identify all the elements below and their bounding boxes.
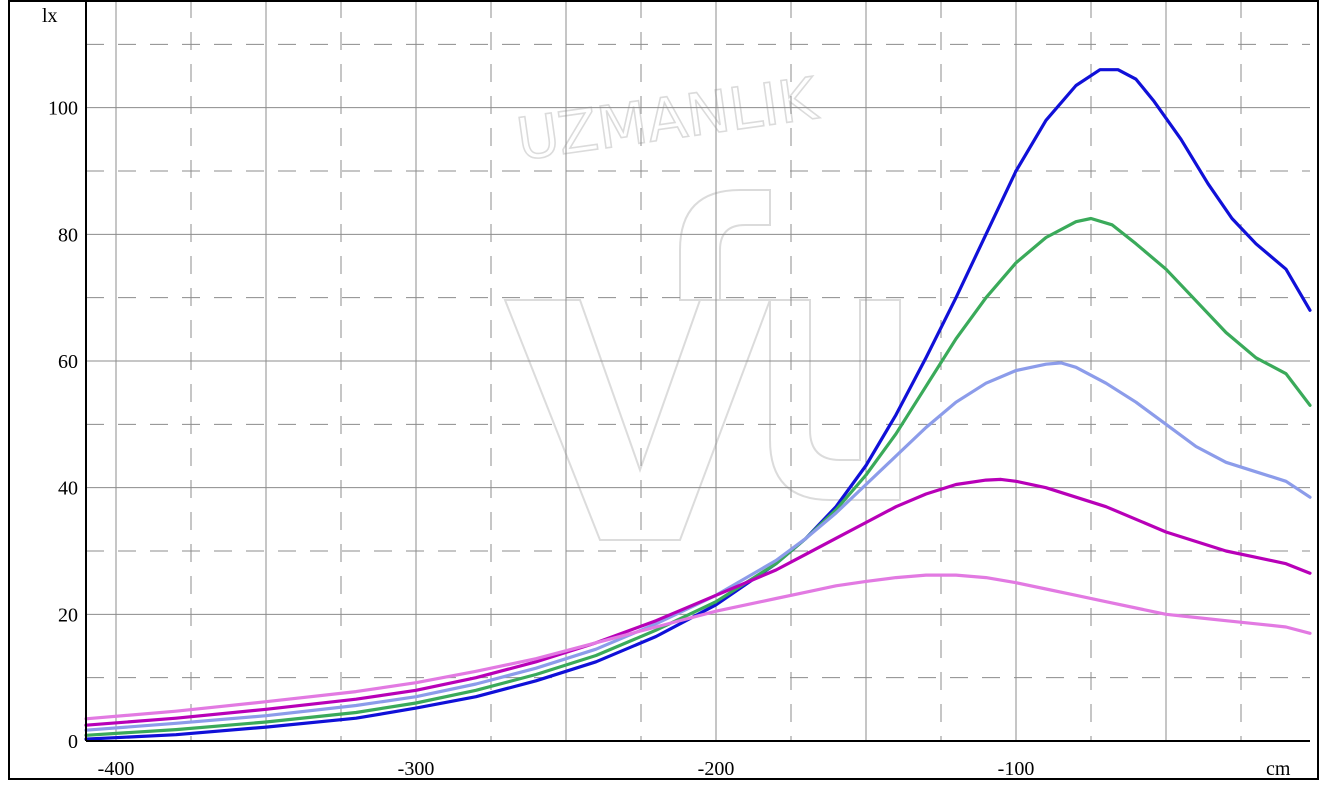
series-line-2 — [84, 216, 1312, 737]
series-line-3 — [84, 361, 1312, 732]
x-unit-label: cm — [1266, 758, 1291, 780]
axis-labels: -400 -300 -200 -100 0 20 40 60 80 100 — [48, 98, 1034, 780]
y-tick-label: 100 — [48, 98, 78, 120]
series-line-4 — [84, 477, 1312, 727]
y-tick-label: 60 — [58, 351, 78, 373]
y-tick-label: 20 — [58, 604, 78, 626]
series-line-1 — [84, 68, 1312, 741]
series-line-5 — [84, 573, 1312, 721]
x-tick-label: -400 — [98, 758, 135, 780]
svg-text:UZMANLIK: UZMANLIK — [512, 64, 822, 174]
y-tick-label: 40 — [58, 478, 78, 500]
x-tick-label: -100 — [998, 758, 1035, 780]
x-tick-label: -300 — [398, 758, 435, 780]
chart-frame — [8, 0, 1319, 780]
series-layer — [84, 68, 1312, 741]
y-tick-label: 80 — [58, 224, 78, 246]
x-tick-label: -200 — [698, 758, 735, 780]
y-tick-label: 0 — [68, 731, 78, 753]
y-unit-label: lx — [42, 5, 58, 27]
grid — [86, 0, 1310, 741]
watermark-seal: UZMANLIK — [503, 63, 901, 541]
